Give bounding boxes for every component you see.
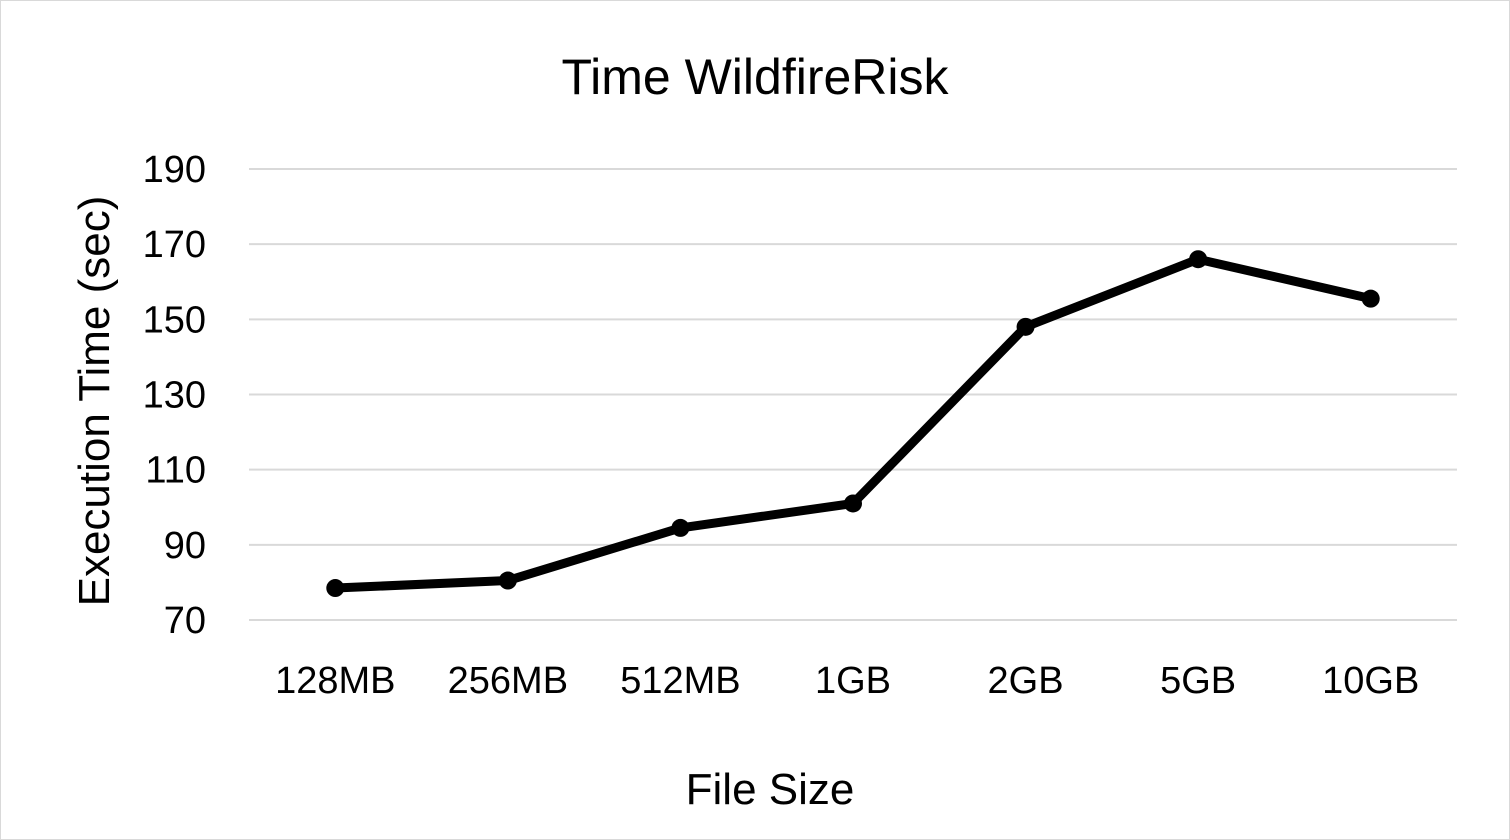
x-tick-label: 128MB: [275, 660, 395, 702]
series-line: [330, 254, 1376, 593]
data-point-5GB: [1189, 250, 1208, 269]
y-tick-label: 190: [143, 149, 206, 191]
y-tick-label: 150: [143, 299, 206, 341]
data-point-256MB: [498, 571, 517, 590]
y-tick-label: 110: [145, 450, 206, 492]
x-tick-label: 10GB: [1322, 660, 1419, 702]
x-tick-label: 1GB: [815, 660, 891, 702]
gridlines: [249, 168, 1457, 621]
data-point-1GB: [844, 494, 862, 513]
y-tick-label: 130: [143, 375, 206, 417]
y-axis-ticks: 70 90 110 130 150 170 190: [143, 149, 206, 642]
x-tick-label: 512MB: [620, 660, 740, 702]
data-point-2GB: [1016, 317, 1035, 336]
x-tick-label: 5GB: [1160, 660, 1236, 702]
y-tick-label: 170: [143, 224, 206, 266]
data-point-512MB: [671, 518, 690, 537]
chart-title: Time WildfireRisk: [561, 49, 949, 105]
y-axis-title: Execution Time (sec): [70, 196, 119, 607]
series-layer: [326, 250, 1380, 598]
data-point-10GB: [1361, 289, 1380, 308]
y-tick-label: 70: [164, 600, 206, 642]
y-tick-label: 90: [164, 525, 206, 567]
x-axis-ticks: 128MB 256MB 512MB 1GB 2GB 5GB 10GB: [275, 660, 1419, 702]
data-point-128MB: [326, 579, 345, 598]
x-tick-label: 256MB: [448, 660, 568, 702]
x-tick-label: 2GB: [988, 660, 1064, 702]
x-axis-title: File Size: [686, 765, 855, 814]
